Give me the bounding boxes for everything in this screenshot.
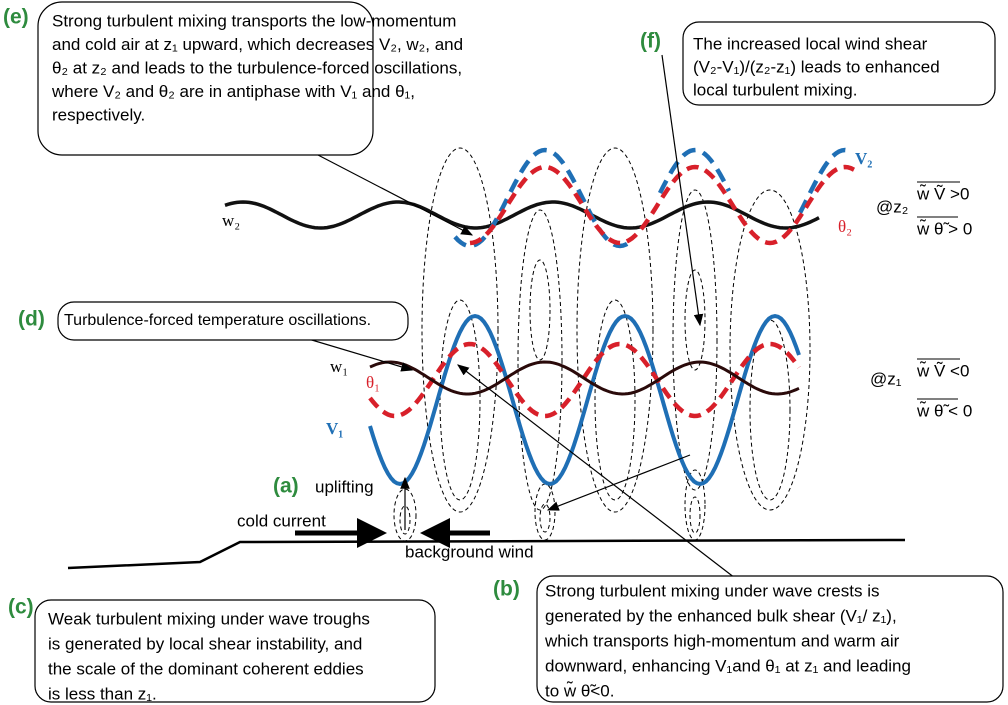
callout-line: respectively. <box>52 105 145 124</box>
wave <box>470 167 854 243</box>
level-label: @z₁ <box>870 369 902 388</box>
curve-label: θ₁ <box>366 373 380 392</box>
curve-label: V₂ <box>855 149 872 168</box>
flux-label: w̃ θ̃ > 0 <box>916 219 972 239</box>
label: (d) <box>18 308 45 331</box>
callout-line: local turbulent mixing. <box>693 80 857 99</box>
level-label: @z₂ <box>876 197 908 216</box>
label: (b) <box>493 578 520 601</box>
curve-label: w₁ <box>330 357 348 376</box>
callout-text: Turbulence-forced temperature oscillatio… <box>64 312 371 329</box>
cold-current-label: cold current <box>237 511 326 530</box>
callout-line: Weak turbulent mixing under wave troughs <box>48 609 370 628</box>
callout-line: and cold air at z₁ upward, which decreas… <box>52 35 463 54</box>
wave <box>225 202 819 228</box>
callout-line: the scale of the dominant coherent eddie… <box>48 659 364 678</box>
label: (f) <box>640 30 661 53</box>
flux-label: w̃ θ̃ < 0 <box>916 401 972 421</box>
callout-line: Strong turbulent mixing transports the l… <box>52 11 456 30</box>
callout-line: where V₂ and θ₂ are in antiphase with V₁… <box>51 82 415 101</box>
callout-line: which transports high-momentum and warm … <box>544 631 900 650</box>
callout-line: to w̃ θ̃<0. <box>545 681 614 701</box>
label: (e) <box>3 6 29 29</box>
callout-line: θ₂ at z₂ and leads to the turbulence-for… <box>52 58 462 77</box>
flux-label: w̃ Ṽ <0 <box>916 361 969 381</box>
pointer <box>548 455 690 510</box>
uplifting-label: uplifting <box>315 477 374 496</box>
label: (c) <box>8 596 34 619</box>
callout-line: The increased local wind shear <box>693 34 928 53</box>
callout-line: generated by the enhanced bulk shear (V₁… <box>545 606 897 625</box>
curve-label: θ₂ <box>838 217 852 236</box>
callout-line: is less than z₁. <box>48 684 157 703</box>
callout-line: Strong turbulent mixing under wave crest… <box>545 581 880 600</box>
callout-line: (V₂-V₁)/(z₂-z₁) leads to enhanced <box>693 57 940 76</box>
callout-line: downward, enhancing V₁and θ₁ at z₁ and l… <box>545 656 911 675</box>
callout-line: is generated by local shear instability,… <box>48 634 362 653</box>
curve-label: w₂ <box>222 211 240 230</box>
diagram: (e) Strong turbulent mixing transports t… <box>0 0 1008 705</box>
callout-line: Turbulence-forced temperature oscillatio… <box>64 312 371 329</box>
label: (a) <box>273 475 299 498</box>
curve-label: V₁ <box>326 419 343 438</box>
wave <box>370 316 799 484</box>
background-wind-label: background wind <box>405 542 534 561</box>
flux-label: w̃ Ṽ >0 <box>916 184 969 204</box>
